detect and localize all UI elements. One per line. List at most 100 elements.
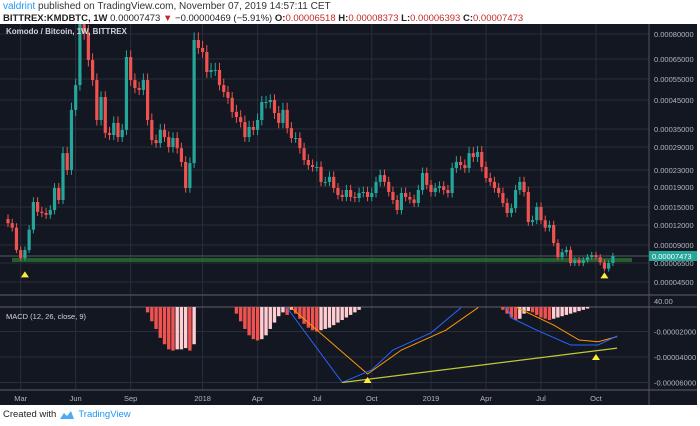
candle-down (65, 153, 69, 170)
candle-down (137, 88, 141, 90)
tradingview-brand-link[interactable]: TradingView (78, 409, 131, 420)
candle-down (234, 111, 239, 118)
candle-up (188, 163, 192, 188)
price-axis-label: 0.00006500 (654, 259, 694, 268)
candle-down (277, 113, 281, 123)
candle-up (590, 255, 594, 258)
candle-up (547, 225, 552, 228)
macd-histogram-bar (150, 307, 154, 322)
candle-up (607, 263, 611, 269)
candle-up (454, 161, 458, 169)
close-label: C: (462, 13, 473, 24)
date-axis-label: Apr (252, 394, 264, 403)
candle-down (552, 225, 556, 243)
macd-histogram-bar (573, 307, 577, 313)
candle-down (332, 176, 336, 188)
macd-histogram-bar (319, 307, 323, 331)
candle-down (480, 151, 484, 167)
candle-down (82, 24, 86, 33)
macd-histogram-bar (336, 307, 340, 323)
candle-up (192, 40, 196, 164)
candle-down (150, 120, 154, 141)
candle-down (44, 213, 48, 215)
candle-down (167, 137, 171, 147)
macd-histogram-bar (323, 307, 327, 329)
candle-down (217, 70, 222, 86)
candle-down (6, 219, 10, 224)
candle-up (433, 188, 437, 192)
chart-canvas[interactable]: Komodo / Bitcoin, 1W, BITTREX 0.00080000 0… (0, 24, 697, 405)
candle-down (162, 129, 167, 138)
symbol-info: BITTREX:KMDBTC, 1W 0.00007473 ▼ −0.00000… (3, 13, 523, 24)
candle-up (518, 181, 522, 190)
author-link[interactable]: valdrint (3, 1, 36, 12)
candle-down (340, 195, 344, 197)
candle-up (560, 252, 564, 258)
candle-down (336, 188, 340, 195)
price-axis-label: 0.00045000 (654, 96, 694, 105)
candle-down (239, 117, 243, 123)
macd-histogram-bar (509, 307, 514, 318)
candle-up (535, 207, 539, 221)
candle-up (509, 208, 513, 213)
candle-down (484, 166, 488, 179)
candle-down (471, 153, 475, 157)
candle-down (319, 166, 323, 182)
candle-up (378, 175, 382, 182)
candle-up (124, 57, 129, 130)
date-axis-label: 2019 (423, 394, 440, 403)
candle-down (602, 262, 607, 269)
candle-down (230, 97, 234, 112)
candle-down (395, 200, 399, 210)
date-axis-label: Mar (14, 394, 27, 403)
candle-up (327, 176, 332, 182)
candle-down (222, 85, 226, 93)
candle-up (323, 181, 327, 183)
price-axis-label: 0.00009000 (654, 241, 694, 250)
macd-histogram-bar (348, 307, 353, 315)
candle-down (568, 250, 573, 263)
macd-histogram-bar (577, 307, 581, 312)
created-with-text: Created with (3, 409, 57, 420)
macd-histogram-bar (344, 307, 349, 318)
high-label: H: (338, 13, 349, 24)
macd-histogram-bar (298, 307, 302, 319)
tradingview-logo-icon (60, 410, 75, 419)
macd-marker-icon (591, 354, 600, 360)
macd-histogram-bar (167, 307, 171, 350)
candle-up (416, 190, 420, 203)
macd-histogram-bar (353, 307, 357, 313)
candle-down (425, 172, 429, 185)
candle-up (23, 250, 27, 258)
candle-up (374, 181, 378, 193)
candle-down (116, 122, 120, 138)
candle-down (539, 207, 543, 221)
candle-up (255, 120, 260, 130)
date-axis-label: Oct (590, 394, 603, 403)
date-axis-label: 2018 (194, 394, 211, 403)
chart-area[interactable]: Komodo / Bitcoin, 1W, BITTREX 0.00080000 0… (0, 24, 697, 405)
open-label: O: (274, 13, 286, 24)
date-axis-label: Jul (312, 394, 322, 403)
support-band (12, 257, 632, 262)
candle-up (344, 190, 348, 197)
candle-down (86, 33, 90, 60)
candle-down (387, 181, 391, 192)
price-axis-label: 0.00012000 (654, 221, 694, 230)
candle-up (27, 229, 31, 251)
candle-up (141, 80, 145, 90)
last-price: 0.00007473 (110, 13, 161, 24)
candle-up (530, 220, 535, 222)
candle-down (429, 184, 433, 192)
candle-down (505, 203, 509, 213)
candle-up (247, 126, 251, 138)
macd-histogram-bar (547, 307, 552, 321)
candle-up (268, 100, 272, 103)
candle-up (564, 250, 568, 253)
macd-label: MACD (12, 26, close, 9) (6, 312, 87, 321)
macd-histogram-bar (171, 307, 175, 351)
candle-up (573, 260, 577, 263)
candle-up (264, 102, 268, 104)
macd-histogram-bar (513, 307, 518, 321)
candle-down (145, 80, 150, 121)
